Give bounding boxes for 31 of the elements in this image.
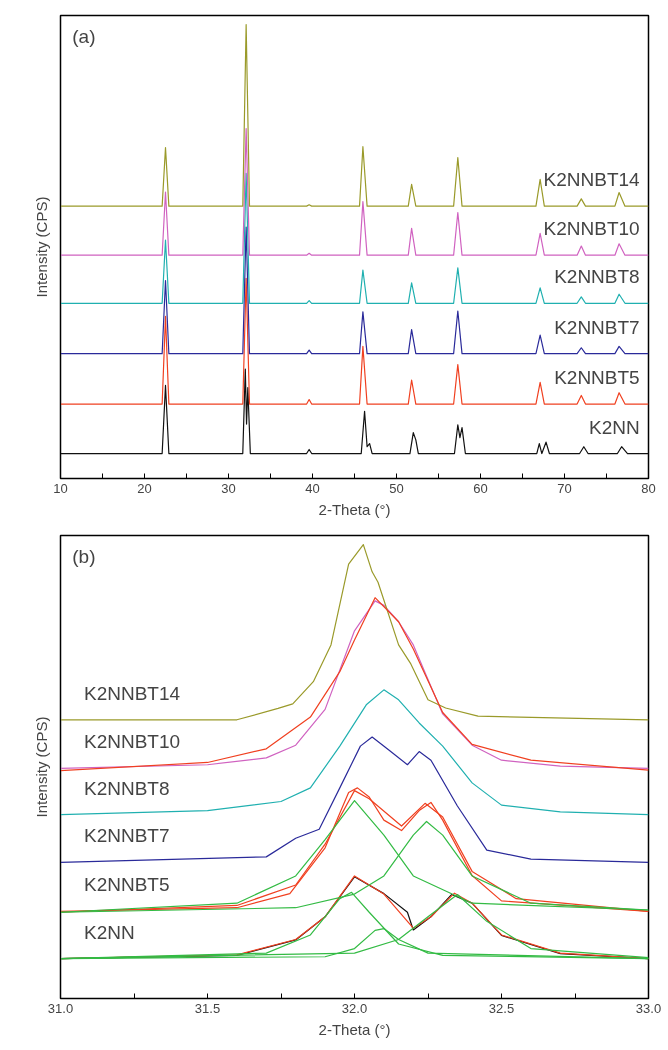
x-tick-label: 33.0 xyxy=(635,1000,662,1016)
series-label: K2NN xyxy=(589,416,640,438)
y-axis-title: Intensity (CPS) xyxy=(32,716,50,818)
x-axis-title: 2-Theta (°) xyxy=(318,500,391,518)
x-tick-label: 30 xyxy=(221,480,236,496)
annotation: (b) xyxy=(72,546,96,568)
x-tick-label: 31.5 xyxy=(194,1000,221,1016)
series-label: K2NNBT5 xyxy=(554,367,640,389)
x-tick-label: 80 xyxy=(641,480,656,496)
x-axis-title: 2-Theta (°) xyxy=(318,1020,391,1038)
x-tick-label: 60 xyxy=(473,480,488,496)
x-tick-label: 32.0 xyxy=(341,1000,368,1016)
series-label: K2NNBT5 xyxy=(84,874,170,896)
x-tick-label: 40 xyxy=(305,480,320,496)
x-tick-label: 20 xyxy=(137,480,152,496)
series-label: K2NNBT14 xyxy=(84,682,181,704)
x-tick-label: 32.5 xyxy=(488,1000,515,1016)
series-label: K2NNBT10 xyxy=(84,731,181,753)
series-label: K2NN xyxy=(84,921,135,943)
annotation: (a) xyxy=(72,26,96,48)
series-label: K2NNBT7 xyxy=(554,316,640,338)
y-axis-title: Intensity (CPS) xyxy=(32,196,50,298)
series-label: K2NNBT14 xyxy=(543,169,641,191)
series-label: K2NNBT10 xyxy=(543,218,640,240)
series-label: K2NNBT8 xyxy=(554,266,640,288)
x-tick-label: 50 xyxy=(389,480,404,496)
x-tick-label: 10 xyxy=(53,480,68,496)
x-tick-label: 31.0 xyxy=(47,1000,74,1016)
x-tick-label: 70 xyxy=(557,480,572,496)
series-label: K2NNBT8 xyxy=(84,777,170,799)
series-label: K2NNBT7 xyxy=(84,825,170,847)
